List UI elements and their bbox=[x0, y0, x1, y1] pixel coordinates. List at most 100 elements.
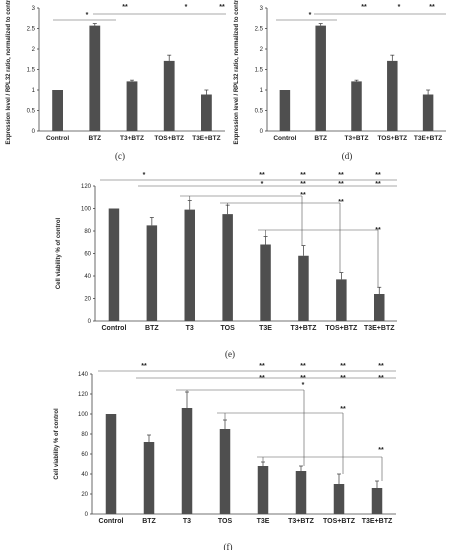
y-tick-label: 2.5 bbox=[27, 27, 36, 33]
bar bbox=[371, 488, 383, 514]
y-tick-label: 20 bbox=[81, 492, 88, 498]
panel-label: (f) bbox=[224, 542, 233, 550]
y-tick-label: 0 bbox=[32, 129, 36, 135]
significance-marker: ** bbox=[375, 181, 381, 188]
y-tick-label: 120 bbox=[81, 184, 92, 190]
y-tick-label: 1 bbox=[260, 88, 264, 94]
bar bbox=[143, 442, 155, 514]
significance-marker: ** bbox=[219, 4, 225, 11]
category-label: T3E+BTZ bbox=[192, 135, 220, 142]
bar bbox=[219, 429, 231, 514]
significance-marker: ** bbox=[259, 375, 265, 382]
significance-marker: * bbox=[302, 382, 305, 389]
bar bbox=[336, 279, 347, 321]
category-label: T3+BTZ bbox=[291, 325, 318, 332]
bar bbox=[387, 60, 398, 131]
bar bbox=[201, 94, 212, 131]
significance-marker: ** bbox=[340, 375, 346, 382]
y-tick-label: 60 bbox=[84, 252, 91, 258]
significance-marker: ** bbox=[340, 363, 346, 370]
bar bbox=[52, 90, 63, 131]
significance-marker: ** bbox=[338, 199, 344, 206]
y-tick-label: 0 bbox=[260, 129, 264, 135]
category-label: Control bbox=[273, 135, 296, 142]
category-label: T3 bbox=[186, 325, 194, 332]
bar bbox=[163, 60, 175, 131]
bar bbox=[126, 81, 138, 131]
category-label: Control bbox=[99, 518, 124, 525]
significance-marker: * bbox=[261, 181, 264, 188]
category-label: T3+BTZ bbox=[344, 135, 368, 142]
significance-marker: ** bbox=[300, 172, 306, 179]
bar bbox=[295, 471, 307, 514]
significance-marker: ** bbox=[375, 172, 381, 179]
significance-marker: ** bbox=[338, 172, 344, 179]
y-tick-label: 0 bbox=[88, 319, 92, 325]
bar bbox=[184, 209, 195, 321]
category-label: T3E+BTZ bbox=[414, 135, 442, 142]
y-tick-label: 40 bbox=[84, 274, 91, 280]
y-axis-label: Expression level / RPL32 ratio, normaliz… bbox=[234, 0, 240, 145]
y-tick-label: 100 bbox=[81, 207, 92, 213]
panel-label: (c) bbox=[115, 151, 125, 161]
category-label: BTZ bbox=[88, 135, 101, 142]
y-tick-label: 140 bbox=[78, 372, 89, 378]
y-axis-label: Cell viability % of control bbox=[56, 217, 62, 289]
bar bbox=[181, 408, 193, 514]
bar bbox=[257, 466, 269, 514]
category-label: BTZ bbox=[314, 135, 327, 142]
bar bbox=[260, 244, 271, 321]
category-label: BTZ bbox=[142, 518, 156, 525]
bar bbox=[422, 94, 434, 131]
category-label: Control bbox=[46, 135, 69, 142]
y-tick-label: 3 bbox=[32, 6, 36, 12]
significance-marker: ** bbox=[300, 181, 306, 188]
y-tick-label: 1.5 bbox=[255, 68, 264, 74]
significance-marker: * bbox=[309, 12, 312, 19]
bar bbox=[146, 225, 158, 321]
significance-marker: ** bbox=[378, 447, 384, 454]
bar bbox=[333, 484, 345, 514]
y-tick-label: 0.5 bbox=[27, 109, 36, 115]
significance-marker: ** bbox=[378, 363, 384, 370]
category-label: TOS bbox=[221, 325, 236, 332]
significance-marker: ** bbox=[141, 363, 147, 370]
bar bbox=[89, 25, 101, 132]
significance-marker: ** bbox=[259, 172, 265, 179]
y-axis-label: Expression level / RPL32 ratio, normaliz… bbox=[6, 0, 12, 145]
significance-marker: * bbox=[398, 4, 401, 11]
y-tick-label: 2 bbox=[260, 47, 264, 53]
y-tick-label: 3 bbox=[260, 6, 264, 12]
category-label: TOS+BTZ bbox=[377, 135, 407, 142]
significance-marker: ** bbox=[122, 4, 128, 11]
significance-marker: ** bbox=[429, 4, 435, 11]
significance-marker: ** bbox=[259, 363, 265, 370]
significance-marker: * bbox=[86, 12, 89, 19]
category-label: TOS bbox=[218, 518, 233, 525]
significance-marker: ** bbox=[300, 375, 306, 382]
significance-marker: * bbox=[143, 172, 146, 179]
category-label: T3E+BTZ bbox=[364, 325, 395, 332]
significance-marker: ** bbox=[340, 406, 346, 413]
y-tick-label: 1 bbox=[32, 88, 36, 94]
significance-marker: ** bbox=[361, 4, 367, 11]
bar bbox=[351, 81, 362, 131]
panel-label: (e) bbox=[225, 349, 235, 359]
y-tick-label: 80 bbox=[81, 432, 88, 438]
y-tick-label: 40 bbox=[81, 472, 88, 478]
y-tick-label: 2 bbox=[32, 47, 36, 53]
category-label: Control bbox=[102, 325, 127, 332]
y-tick-label: 20 bbox=[84, 297, 91, 303]
y-tick-label: 100 bbox=[78, 412, 89, 418]
category-label: TOS+BTZ bbox=[325, 325, 358, 332]
category-label: TOS+BTZ bbox=[154, 135, 184, 142]
category-label: T3E bbox=[259, 325, 272, 332]
y-tick-label: 120 bbox=[78, 392, 89, 398]
significance-marker: ** bbox=[300, 192, 306, 199]
significance-marker: ** bbox=[375, 227, 381, 234]
significance-marker: ** bbox=[378, 375, 384, 382]
bar bbox=[315, 25, 326, 132]
significance-marker: ** bbox=[300, 363, 306, 370]
bar bbox=[298, 255, 309, 321]
